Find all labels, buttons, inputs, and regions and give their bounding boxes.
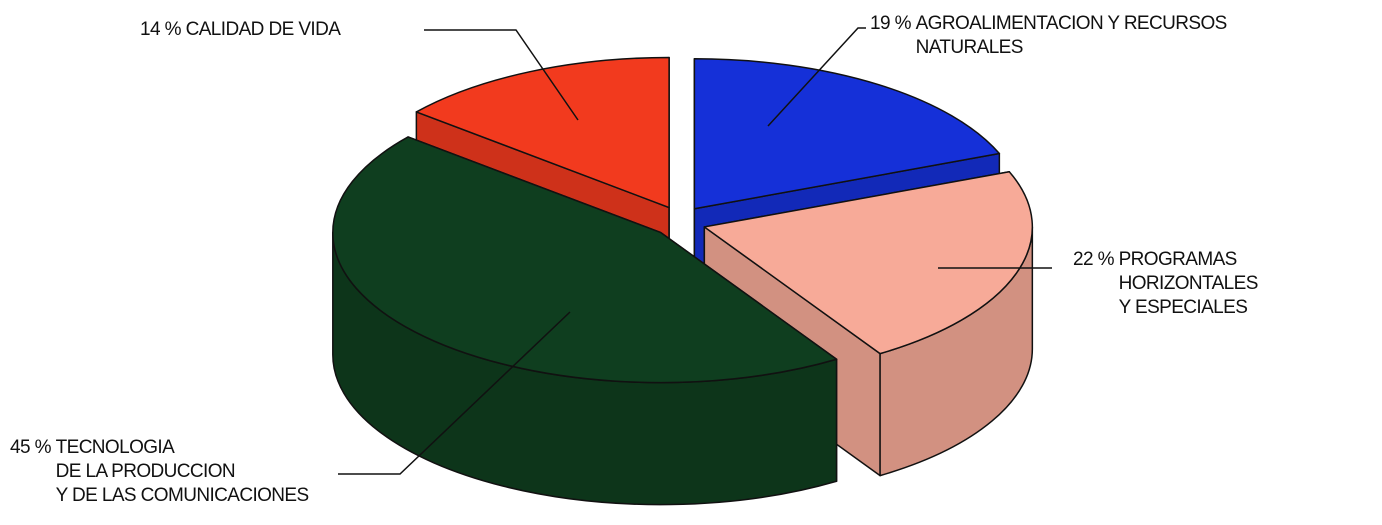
value-label: 14 % (140, 19, 182, 40)
value-label: 45 % (10, 437, 52, 458)
slice (703, 170, 1034, 355)
slice-label: 14 % CALIDAD DE VIDA (140, 18, 341, 42)
slice-label: 22 % PROGRAMAS HORIZONTALES Y ESPECIALES (1073, 248, 1258, 320)
category-label: TECNOLOGIA DE LA PRODUCCION Y DE LAS COM… (55, 437, 310, 506)
slice (332, 136, 838, 384)
slice (693, 58, 1001, 210)
category-label: PROGRAMAS HORIZONTALES Y ESPECIALES (1118, 249, 1259, 318)
leader-line (338, 311, 571, 475)
leader-line (767, 27, 866, 127)
slice-label: 45 % TECNOLOGIA DE LA PRODUCCION Y DE LA… (10, 436, 309, 508)
value-label: 19 % (870, 13, 912, 34)
category-label: AGROALIMENTACION Y RECURSOS NATURALES (915, 13, 1228, 58)
value-label: 22 % (1073, 249, 1115, 270)
category-label: CALIDAD DE VIDA (185, 19, 341, 40)
slice-label: 19 % AGROALIMENTACION Y RECURSOS NATURAL… (870, 12, 1227, 60)
leader-line (424, 29, 579, 121)
slice (415, 56, 670, 209)
